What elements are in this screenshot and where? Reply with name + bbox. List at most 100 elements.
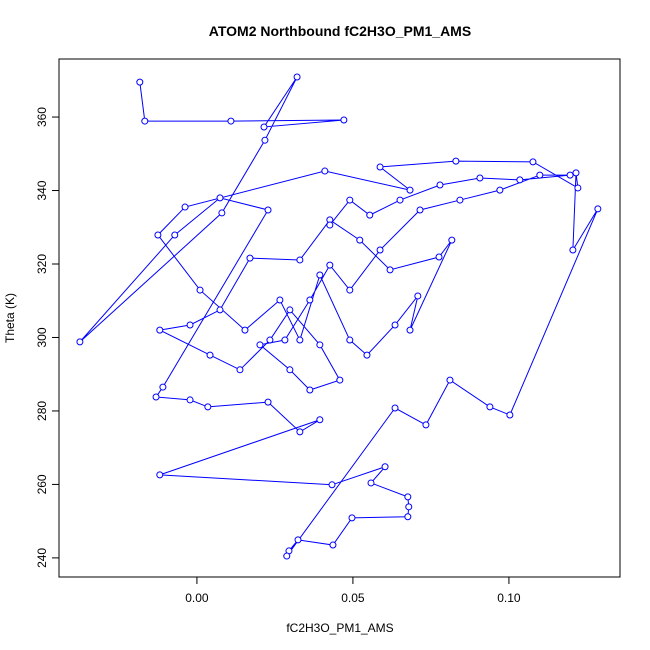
data-point bbox=[405, 503, 413, 511]
data-point bbox=[456, 196, 464, 204]
data-point bbox=[406, 186, 414, 194]
data-point bbox=[206, 351, 214, 359]
y-axis-label: Theta (K) bbox=[3, 293, 17, 343]
data-point bbox=[406, 326, 414, 334]
data-point bbox=[264, 206, 272, 214]
data-point bbox=[286, 306, 294, 314]
data-point bbox=[486, 403, 494, 411]
data-point bbox=[376, 163, 384, 171]
y-tick-label: 280 bbox=[35, 401, 49, 421]
data-point bbox=[321, 167, 329, 175]
data-point bbox=[404, 513, 412, 521]
data-point bbox=[452, 157, 460, 165]
data-point bbox=[574, 184, 582, 192]
data-point bbox=[340, 116, 348, 124]
y-tick-label: 260 bbox=[35, 474, 49, 494]
data-point bbox=[506, 411, 514, 419]
data-point bbox=[296, 336, 304, 344]
data-point bbox=[227, 117, 235, 125]
y-tick-label: 300 bbox=[35, 327, 49, 347]
data-point bbox=[316, 416, 324, 424]
data-point bbox=[276, 296, 284, 304]
data-point bbox=[366, 211, 374, 219]
x-tick-label: 0.00 bbox=[185, 591, 209, 605]
data-point bbox=[316, 271, 324, 279]
data-point bbox=[236, 366, 244, 374]
chart-title: ATOM2 Northbound fC2H3O_PM1_AMS bbox=[209, 23, 471, 39]
data-point bbox=[346, 336, 354, 344]
y-tick-label: 360 bbox=[35, 107, 49, 127]
data-point bbox=[186, 396, 194, 404]
data-point bbox=[391, 404, 399, 412]
data-point bbox=[356, 236, 364, 244]
data-point bbox=[376, 246, 384, 254]
data-point bbox=[283, 552, 291, 560]
data-point bbox=[306, 296, 314, 304]
data-point bbox=[529, 158, 537, 166]
data-point bbox=[186, 321, 194, 329]
data-point bbox=[264, 398, 272, 406]
y-tick-label: 240 bbox=[35, 548, 49, 568]
data-point bbox=[156, 326, 164, 334]
data-point bbox=[326, 221, 334, 229]
data-point bbox=[594, 205, 602, 213]
x-tick-label: 0.05 bbox=[341, 591, 365, 605]
data-point bbox=[329, 541, 337, 549]
data-point bbox=[396, 196, 404, 204]
data-point bbox=[328, 481, 336, 489]
data-point bbox=[286, 366, 294, 374]
data-point bbox=[136, 78, 144, 86]
data-point bbox=[181, 203, 189, 211]
data-point bbox=[246, 254, 254, 262]
y-tick-label: 340 bbox=[35, 180, 49, 200]
data-point bbox=[296, 256, 304, 264]
data-point bbox=[76, 338, 84, 346]
data-point bbox=[436, 181, 444, 189]
data-point bbox=[435, 253, 443, 261]
data-point bbox=[348, 514, 356, 522]
data-point bbox=[306, 386, 314, 394]
data-point bbox=[363, 351, 371, 359]
data-point bbox=[446, 376, 454, 384]
data-point bbox=[216, 194, 224, 202]
data-point bbox=[476, 174, 484, 182]
x-axis-label: fC2H3O_PM1_AMS bbox=[286, 621, 393, 635]
data-point bbox=[281, 336, 289, 344]
data-point bbox=[346, 196, 354, 204]
data-point bbox=[414, 292, 422, 300]
data-point bbox=[367, 479, 375, 487]
data-point bbox=[391, 321, 399, 329]
data-point bbox=[326, 261, 334, 269]
data-point bbox=[196, 286, 204, 294]
data-point bbox=[261, 136, 269, 144]
data-point bbox=[218, 209, 226, 217]
data-point bbox=[152, 393, 160, 401]
data-point bbox=[204, 403, 212, 411]
data-point bbox=[256, 341, 264, 349]
data-point bbox=[260, 123, 268, 131]
data-point bbox=[566, 171, 574, 179]
data-point bbox=[154, 231, 162, 239]
data-point bbox=[171, 231, 179, 239]
data-point bbox=[496, 186, 504, 194]
data-point bbox=[216, 306, 224, 314]
data-point bbox=[516, 176, 524, 184]
data-point bbox=[294, 536, 302, 544]
y-tick-label: 320 bbox=[35, 254, 49, 274]
data-point bbox=[241, 326, 249, 334]
data-point bbox=[159, 383, 167, 391]
data-point bbox=[266, 336, 274, 344]
data-point bbox=[346, 286, 354, 294]
data-point bbox=[293, 73, 301, 81]
data-point bbox=[336, 376, 344, 384]
data-point bbox=[404, 493, 412, 501]
data-point bbox=[316, 341, 324, 349]
data-point bbox=[536, 171, 544, 179]
data-point bbox=[416, 206, 424, 214]
x-tick-label: 0.10 bbox=[497, 591, 521, 605]
data-point bbox=[569, 246, 577, 254]
data-point bbox=[156, 471, 164, 479]
data-point bbox=[422, 421, 430, 429]
